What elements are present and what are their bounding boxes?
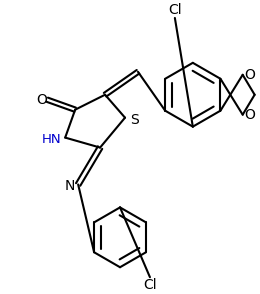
Text: Cl: Cl xyxy=(143,278,157,292)
Text: O: O xyxy=(244,108,255,122)
Text: O: O xyxy=(36,93,47,107)
Text: HN: HN xyxy=(41,133,61,146)
Text: O: O xyxy=(244,68,255,82)
Text: N: N xyxy=(65,179,75,193)
Text: Cl: Cl xyxy=(168,3,182,17)
Text: S: S xyxy=(131,113,139,127)
